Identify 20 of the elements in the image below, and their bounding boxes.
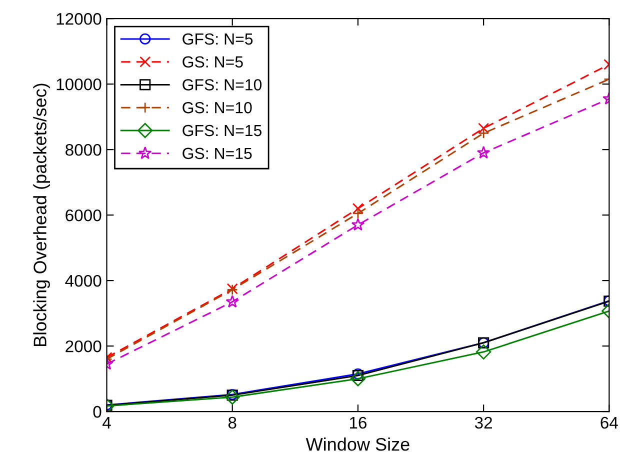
x-axis-title: Window Size <box>306 437 410 451</box>
y-tick-label: 0 <box>93 406 102 418</box>
legend-label: GFS: N=15 <box>182 124 262 136</box>
legend-label: GFS: N=10 <box>182 79 262 90</box>
legend-label: GFS: N=5 <box>182 33 253 45</box>
x-tick-label: 32 <box>474 416 492 429</box>
y-tick-label: 4000 <box>65 274 102 287</box>
x-tick-label: 64 <box>600 416 618 429</box>
legend-label: GS: N=10 <box>182 102 252 114</box>
y-axis-title: Blocking Overhead (packets/sec) <box>33 84 50 346</box>
y-tick-label: 2000 <box>66 340 102 352</box>
y-tick-label: 6000 <box>66 209 102 222</box>
y-tick-label: 12000 <box>56 13 102 25</box>
legend-label: GS: N=5 <box>182 56 243 68</box>
y-tick-label: 10000 <box>56 78 102 90</box>
y-tick-label: 8000 <box>66 144 102 156</box>
legend-label: GS: N=15 <box>182 148 252 160</box>
x-tick-label: 8 <box>228 416 236 429</box>
x-tick-label: 4 <box>102 417 111 428</box>
x-tick-label: 16 <box>350 416 366 429</box>
